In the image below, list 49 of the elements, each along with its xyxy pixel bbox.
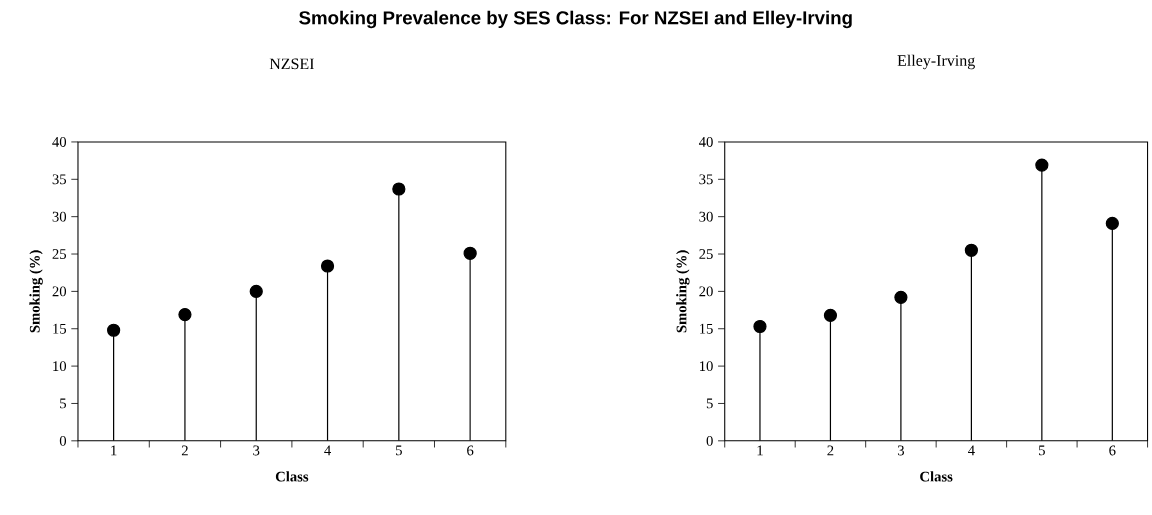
x-tick-label: 4	[968, 445, 975, 456]
y-tick-label: 40	[52, 137, 67, 147]
x-axis-title: Class	[920, 471, 953, 482]
y-tick-label: 35	[699, 174, 713, 185]
x-tick-label: 6	[467, 445, 474, 456]
point	[823, 308, 838, 322]
y-tick-label: 5	[60, 398, 67, 409]
point	[1035, 158, 1049, 172]
point	[392, 182, 406, 196]
y-tick-label: 20	[699, 286, 713, 297]
point	[107, 323, 121, 337]
y-tick-label: 10	[699, 361, 713, 372]
y-axis-title: Smoking (%)	[676, 250, 690, 333]
point	[249, 284, 263, 299]
y-tick-label: 20	[52, 286, 67, 297]
point	[320, 259, 335, 273]
chart-subtitle: Elley-Irving	[897, 54, 975, 70]
x-tick-label: 4	[324, 445, 331, 456]
point	[463, 246, 477, 260]
y-tick-label: 15	[53, 323, 67, 334]
text: Smoking Prevalence by SES Class: For NZSEI and Elley-Irving	[299, 10, 852, 29]
y-tick-label: 0	[59, 435, 67, 446]
x-tick-label: 5	[396, 445, 402, 456]
y-tick-label: 15	[699, 323, 713, 334]
chart-subtitle: NZSEI	[269, 58, 314, 70]
point	[753, 320, 767, 334]
y-tick-label: 5	[706, 398, 713, 409]
x-tick-label: 1	[757, 445, 763, 456]
point	[964, 243, 978, 257]
y-tick-label: 10	[53, 361, 67, 372]
x-tick-label: 5	[1039, 445, 1045, 456]
y-tick-label: 35	[52, 174, 67, 185]
y-tick-label: 0	[706, 435, 713, 446]
x-tick-label: 2	[827, 445, 834, 456]
x-tick-label: 2	[181, 445, 188, 456]
y-tick-label: 25	[699, 249, 713, 260]
x-tick-label: 3	[253, 445, 260, 456]
point	[894, 290, 908, 305]
point	[178, 308, 192, 322]
y-axis-title: Smoking (%)	[29, 250, 43, 333]
point	[1105, 216, 1119, 231]
x-axis-title: Class	[275, 471, 309, 482]
y-tick-label: 30	[52, 211, 67, 222]
x-tick-label: 6	[1109, 445, 1116, 456]
x-tick-label: 3	[897, 445, 904, 456]
x-tick-label: 1	[111, 445, 117, 456]
y-tick-label: 30	[699, 211, 713, 222]
y-tick-label: 25	[52, 249, 67, 260]
y-tick-label: 40	[698, 137, 713, 147]
